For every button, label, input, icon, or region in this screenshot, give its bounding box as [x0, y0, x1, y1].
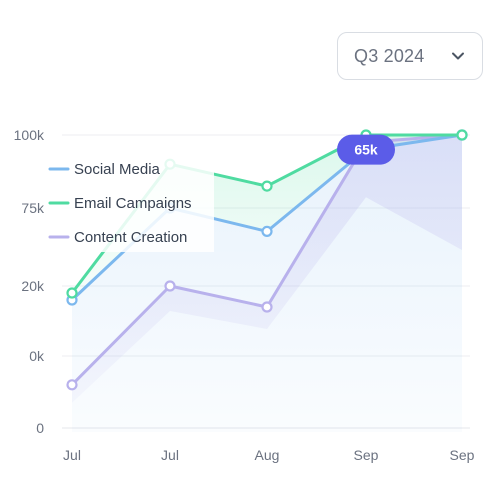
- legend-label-email-campaigns[interactable]: Email Campaigns: [74, 195, 192, 212]
- period-dropdown[interactable]: Q3 2024: [337, 32, 483, 80]
- x-axis-ticks: Jul Jul Aug Sep Sep: [63, 447, 475, 463]
- x-tick-label: Jul: [161, 447, 179, 463]
- y-axis-ticks: 0 0k 20k 75k 100k: [14, 127, 45, 436]
- point-email-campaigns[interactable]: [456, 129, 468, 141]
- period-dropdown-value: Q3 2024: [354, 45, 425, 66]
- y-tick-label: 20k: [21, 278, 45, 294]
- x-tick-label: Sep: [354, 447, 379, 463]
- point-social-media[interactable]: [261, 225, 273, 237]
- x-tick-label: Sep: [450, 447, 475, 463]
- point-content-creation[interactable]: [261, 301, 273, 313]
- point-email-campaigns[interactable]: [66, 287, 78, 299]
- area-content-creation: [72, 135, 462, 403]
- point-content-creation[interactable]: [66, 379, 78, 391]
- callout-value: 65k: [354, 142, 378, 158]
- legend-label-content-creation[interactable]: Content Creation: [74, 229, 187, 246]
- legend-background: [46, 150, 214, 252]
- y-tick-label: 0k: [29, 348, 45, 364]
- y-tick-label: 100k: [14, 127, 45, 143]
- value-callout: 65k: [337, 134, 395, 165]
- x-tick-label: Aug: [255, 447, 280, 463]
- chart-legend: Social Media Email Campaigns Content Creat…: [46, 150, 214, 252]
- y-tick-label: 75k: [21, 200, 45, 216]
- x-tick-label: Jul: [63, 447, 81, 463]
- point-content-creation[interactable]: [164, 280, 176, 292]
- y-tick-label: 0: [36, 420, 44, 436]
- point-email-campaigns[interactable]: [261, 180, 273, 192]
- chevron-down-icon: [452, 52, 464, 60]
- callout-badge: [337, 134, 395, 165]
- legend-label-social-media[interactable]: Social Media: [74, 161, 161, 178]
